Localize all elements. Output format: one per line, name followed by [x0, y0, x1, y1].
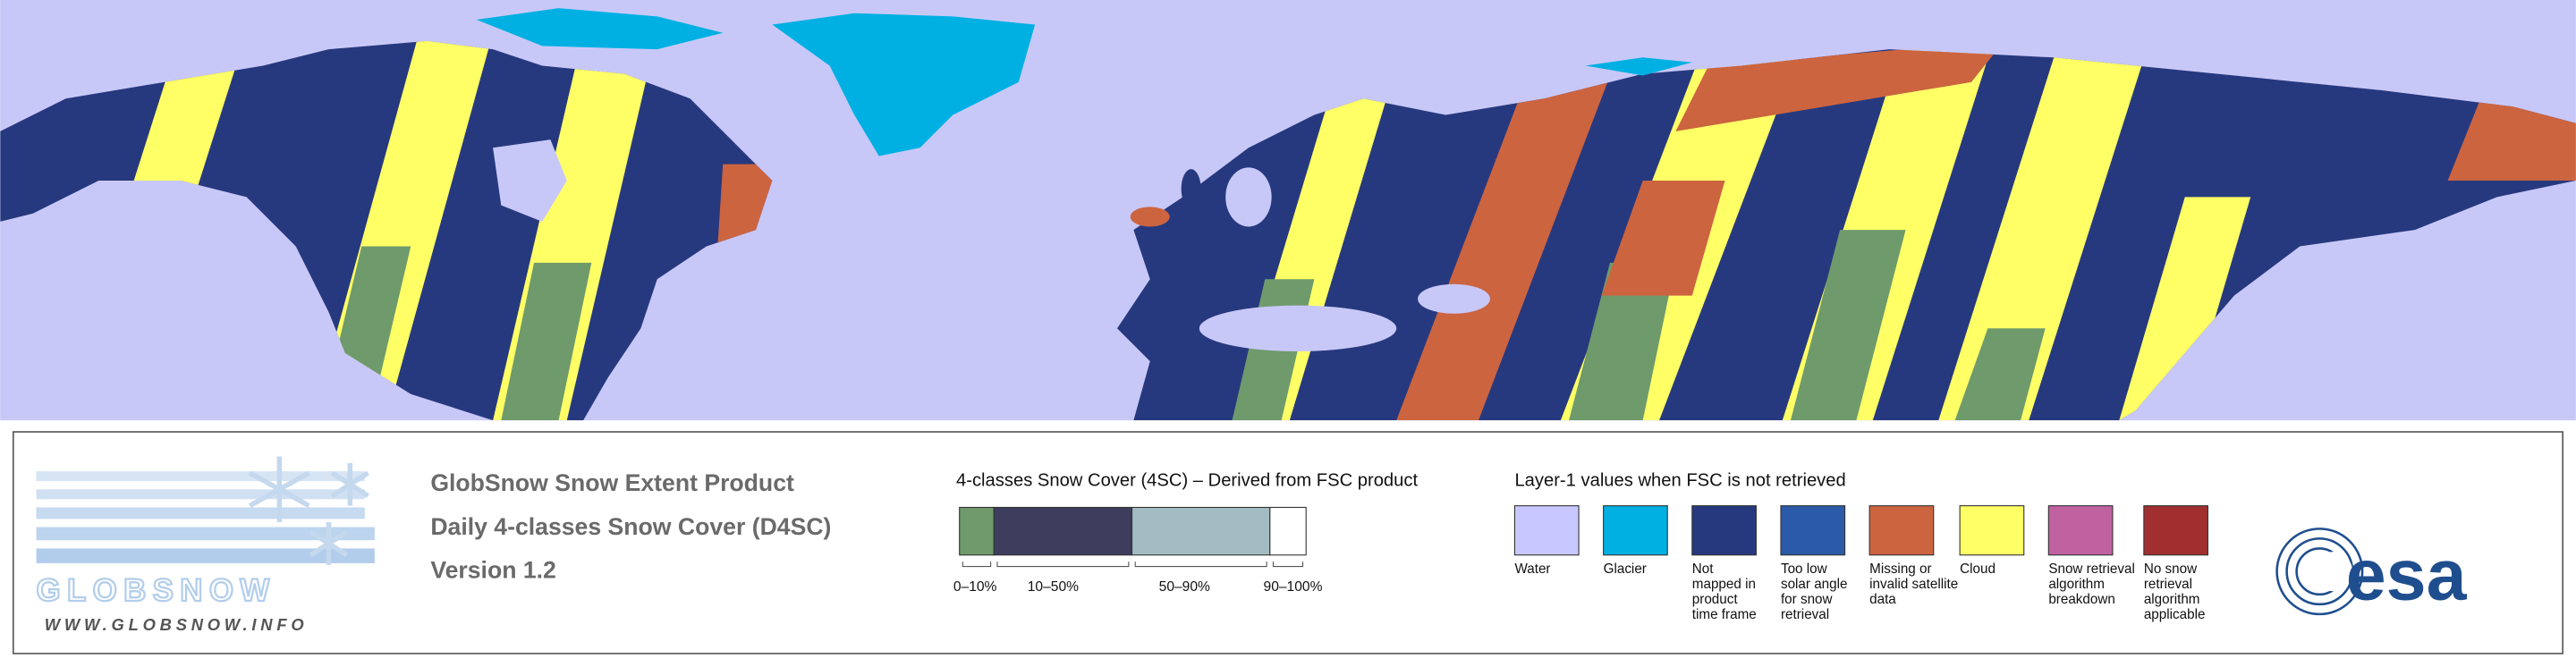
- logo-name: GLOBSNOW: [37, 573, 276, 608]
- snow-class-label: 10–50%: [1028, 579, 1079, 595]
- snow-class-swatch: [1269, 506, 1307, 556]
- layer1-label: for snow: [1781, 592, 1834, 607]
- snow-class-swatch: [993, 506, 1133, 556]
- snow-class-label: 0–10%: [953, 579, 997, 595]
- layer1-label: Cloud: [1960, 561, 1996, 577]
- layer1-label: No snow: [2144, 561, 2198, 577]
- layer1-swatch: [1959, 505, 2025, 556]
- header: GlobSnow Snow Extent Product Daily 4-clas…: [430, 469, 831, 583]
- layer1-label: breakdown: [2048, 592, 2115, 607]
- globsnow-logo: GLOBSNOW WWW.GLOBSNOW.INFO: [35, 456, 375, 634]
- map: [0, 0, 2576, 421]
- layer1-swatch: [1513, 505, 1580, 556]
- esa-logo: esa: [2275, 528, 2468, 615]
- header-line: GlobSnow Snow Extent Product: [430, 469, 794, 496]
- layer1-label: time frame: [1692, 607, 1757, 622]
- snow-class-label: 50–90%: [1159, 579, 1210, 595]
- layer1-label: Water: [1514, 561, 1550, 577]
- layer1-label: Snow retrieval: [2048, 561, 2135, 577]
- layer1-label: Glacier: [1604, 561, 1647, 577]
- layer1-swatch: [1868, 505, 1935, 556]
- layer1-swatch: [1603, 505, 1668, 556]
- layer1-label: retrieval: [2144, 577, 2192, 592]
- layer1-swatch: [2143, 505, 2209, 556]
- snow-class-label: 90–100%: [1264, 579, 1323, 595]
- layer1-label: Not: [1692, 561, 1714, 577]
- layer1-title: Layer-1 values when FSC is not retrieved: [1514, 471, 1845, 491]
- logo-url: WWW.GLOBSNOW.INFO: [45, 615, 309, 634]
- layer1-label: product: [1692, 592, 1739, 607]
- bracket: [1272, 561, 1304, 568]
- header-line: Daily 4-classes Snow Cover (D4SC): [430, 513, 831, 540]
- layer1-label: Too low: [1781, 561, 1828, 577]
- header-line: Version 1.2: [430, 556, 556, 583]
- snow-cover-title: 4-classes Snow Cover (4SC) – Derived fro…: [956, 471, 1418, 491]
- layer1-label: data: [1869, 592, 1896, 607]
- bracket: [996, 561, 1130, 568]
- snow-cover-legend: 4-classes Snow Cover (4SC) – Derived fro…: [953, 471, 1419, 595]
- layer1-swatch: [1780, 505, 1846, 556]
- bracket: [1134, 561, 1267, 568]
- layer1-label: algorithm: [2144, 592, 2200, 607]
- snow-class-swatch: [959, 506, 995, 556]
- layer1-swatch: [1691, 505, 1757, 556]
- greenland: [772, 13, 1036, 156]
- layer1-swatch: [2047, 505, 2114, 556]
- layer1-label: invalid satellite: [1869, 577, 1958, 592]
- layer1-label: solar angle: [1781, 577, 1848, 592]
- snow-class-swatch: [1131, 506, 1271, 556]
- layer1-label: applicable: [2144, 607, 2206, 622]
- esa-text: esa: [2346, 535, 2468, 615]
- bracket: [962, 561, 992, 568]
- layer1-label: mapped in: [1692, 577, 1756, 592]
- layer1-label: retrieval: [1781, 607, 1829, 622]
- layer1-legend: Layer-1 values when FSC is not retrieved…: [1513, 471, 2209, 622]
- layer1-label: Missing or: [1869, 561, 1931, 577]
- layer1-label: algorithm: [2048, 577, 2105, 592]
